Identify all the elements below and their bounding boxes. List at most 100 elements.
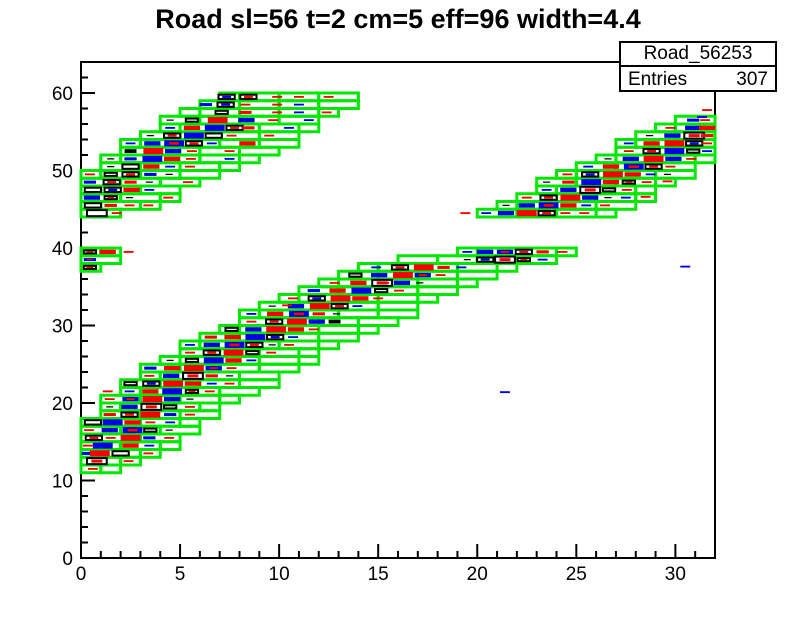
hit-inner	[189, 142, 199, 145]
hit-red	[204, 390, 215, 393]
hit-blue	[303, 119, 314, 122]
hit-inner	[269, 320, 279, 323]
hit-black-open	[686, 148, 701, 154]
hit-red	[143, 452, 154, 455]
hit-red	[164, 365, 181, 371]
hit-blue	[687, 118, 700, 122]
hit-inner	[230, 126, 240, 129]
hit-blue	[620, 196, 631, 199]
hit-blue	[393, 280, 411, 286]
hit-red	[164, 156, 181, 162]
hit-red	[104, 398, 115, 401]
hit-red	[242, 126, 255, 130]
hit-red	[124, 204, 135, 207]
hit-red	[562, 173, 573, 176]
hit-red	[124, 420, 141, 425]
x-tick-label: 0	[76, 564, 87, 585]
hit-blue	[206, 382, 217, 385]
y-tick-label: 0	[62, 549, 73, 570]
hit-black-open	[163, 404, 178, 410]
hit-red	[272, 111, 283, 114]
hit-red	[287, 327, 305, 332]
hit-red	[268, 119, 279, 122]
hit-inner	[480, 258, 490, 261]
hit-inner	[126, 398, 135, 401]
hit-black-dash	[226, 375, 234, 377]
hit-inner	[647, 150, 657, 153]
hit-inner	[86, 266, 94, 269]
hit-blue	[581, 204, 592, 207]
hit-red	[184, 381, 202, 386]
hit-red	[144, 374, 155, 377]
hit-inner	[249, 343, 259, 346]
hit-blue	[537, 258, 548, 261]
hit-blue	[500, 391, 510, 394]
hit-red	[293, 95, 304, 98]
road-cell	[673, 114, 717, 126]
hit-red	[460, 212, 471, 215]
hit-inner	[499, 258, 511, 262]
hit-red	[393, 272, 413, 279]
hit-blue	[224, 157, 235, 160]
hit-blue	[308, 319, 325, 324]
hit-blue	[287, 303, 305, 309]
hit-black-dash	[604, 197, 612, 199]
hit-red	[82, 444, 93, 447]
hit-red	[352, 296, 369, 301]
hit-blue	[582, 195, 599, 200]
hit-black-open	[111, 450, 130, 457]
hit-red	[437, 265, 450, 269]
hit-blue	[206, 142, 217, 145]
hit-black-dash	[502, 204, 510, 206]
hit-black-dash	[165, 173, 173, 175]
x-tick-label: 30	[665, 564, 686, 585]
hit-blue	[121, 404, 138, 410]
stats-entries-row: Entries 307	[621, 67, 775, 92]
hit-red	[83, 429, 94, 432]
hit-red	[246, 320, 257, 323]
hit-blue	[664, 133, 681, 138]
hit-black-dash	[106, 406, 114, 408]
hit-black-dash	[268, 305, 276, 307]
hit-red	[640, 195, 651, 198]
hit-red	[183, 125, 201, 131]
hit-red	[309, 303, 330, 310]
hit-red	[557, 250, 568, 253]
hit-inner	[418, 274, 427, 277]
hit-black-dash	[145, 181, 153, 183]
hit-blue	[497, 210, 515, 216]
hit-red	[123, 460, 134, 463]
hit-red	[225, 358, 242, 363]
hit-blue	[246, 312, 257, 315]
stats-box: Road_56253 Entries 307	[619, 41, 777, 92]
hit-red	[266, 351, 277, 354]
hit-inner	[125, 413, 135, 416]
hit-inner	[584, 188, 596, 192]
hit-red	[226, 367, 237, 370]
hit-red	[321, 111, 332, 114]
hit-black-dash	[604, 158, 612, 160]
hit-blue	[245, 327, 262, 332]
hit-black-open	[601, 187, 617, 193]
hit-red	[204, 335, 217, 339]
hit-red	[624, 172, 641, 177]
hit-black-dash	[166, 119, 174, 121]
hit-black-open	[214, 109, 229, 115]
hit-blue	[162, 388, 183, 395]
hit-blue	[685, 125, 702, 131]
x-tick-label: 15	[368, 564, 389, 585]
hit-red	[287, 318, 307, 325]
hit-inner	[395, 266, 405, 269]
hit-blue	[284, 126, 294, 129]
road-cell	[178, 107, 202, 118]
hit-black-open	[83, 186, 103, 194]
hit-red	[664, 140, 685, 147]
hit-blue	[144, 188, 155, 191]
hit-red	[207, 117, 228, 124]
hit-blue	[184, 132, 204, 139]
hit-blue	[664, 148, 685, 155]
hit-inner	[335, 305, 345, 308]
hit-blue	[81, 451, 95, 455]
hit-black-dash	[268, 344, 276, 346]
hit-red	[516, 210, 537, 217]
